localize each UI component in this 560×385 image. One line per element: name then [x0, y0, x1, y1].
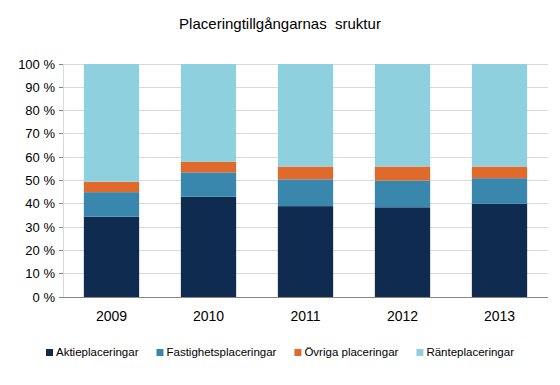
tick-mark: [59, 227, 63, 228]
tick-mark: [59, 203, 63, 204]
x-tick-label: 2010: [193, 308, 224, 324]
bar-segment: [375, 64, 430, 167]
grid: [59, 64, 548, 297]
tick-mark: [59, 110, 63, 111]
y-axis-line: [63, 64, 64, 297]
legend-item: Aktieplaceringar: [46, 346, 139, 358]
tick-mark: [59, 64, 63, 65]
tick-mark: [59, 157, 63, 158]
legend: Aktieplaceringar Fastighetsplaceringar Övr…: [46, 346, 514, 358]
bar-segment: [181, 172, 236, 196]
y-tick-label: 80 %: [25, 103, 55, 118]
bar-segment: [472, 167, 527, 179]
y-tick-label: 10 %: [25, 266, 55, 281]
bar-segment: [375, 181, 430, 208]
bar-segment: [472, 204, 527, 297]
y-tick-label: 70 %: [25, 126, 55, 141]
bar-segment: [472, 178, 527, 204]
bar-segment: [84, 192, 139, 216]
bar-segment: [278, 206, 333, 297]
legend-swatch: [416, 349, 423, 356]
x-tick-label: 2013: [484, 308, 515, 324]
x-tick-label: 2011: [290, 308, 320, 324]
legend-item: Fastighetsplaceringar: [156, 346, 276, 358]
chart: Placeringtillgångarnas sruktur 0 % 10 % 20 …: [0, 0, 560, 385]
legend-item: Ränteplaceringar: [416, 346, 514, 358]
x-tick-label: 2009: [96, 308, 127, 324]
legend-label: Aktieplaceringar: [56, 346, 139, 358]
legend-item: Övriga placeringar: [294, 346, 398, 358]
bar-segment: [84, 64, 139, 182]
bar-segment: [472, 64, 527, 167]
y-tick-label: 100 %: [18, 57, 55, 72]
tick-mark: [59, 250, 63, 251]
tick-mark: [59, 297, 63, 298]
bar-segment: [181, 64, 236, 162]
legend-label: Fastighetsplaceringar: [166, 346, 276, 358]
y-tick-label: 50 %: [25, 173, 55, 188]
bar-segment: [84, 182, 139, 192]
y-tick-label: 0 %: [33, 290, 56, 305]
bar-segment: [84, 217, 139, 297]
legend-label: Övriga placeringar: [304, 346, 398, 358]
page: {"chart_data": { "type": "bar", "title":…: [0, 0, 560, 385]
legend-label: Ränteplaceringar: [426, 346, 514, 358]
bar-segment: [181, 162, 236, 172]
tick-mark: [59, 180, 63, 181]
x-tick-label: 2012: [387, 308, 418, 324]
legend-swatch: [46, 349, 53, 356]
bar-segment: [375, 167, 430, 181]
bar-segment: [375, 207, 430, 297]
bar-segment: [278, 167, 333, 180]
y-tick-label: 30 %: [25, 220, 55, 235]
y-tick-label: 60 %: [25, 150, 55, 165]
bar-segment: [278, 64, 333, 167]
bar-segment: [278, 179, 333, 206]
tick-mark: [59, 87, 63, 88]
title: Placeringtillgångarnas sruktur: [179, 15, 381, 32]
y-tick-label: 40 %: [25, 196, 55, 211]
legend-swatch: [156, 349, 163, 356]
bars: [84, 64, 527, 297]
tick-mark: [59, 133, 63, 134]
bar-segment: [181, 197, 236, 297]
legend-swatch: [294, 349, 301, 356]
tick-mark: [59, 273, 63, 274]
y-tick-label: 90 %: [25, 80, 55, 95]
y-tick-label: 20 %: [25, 243, 55, 258]
